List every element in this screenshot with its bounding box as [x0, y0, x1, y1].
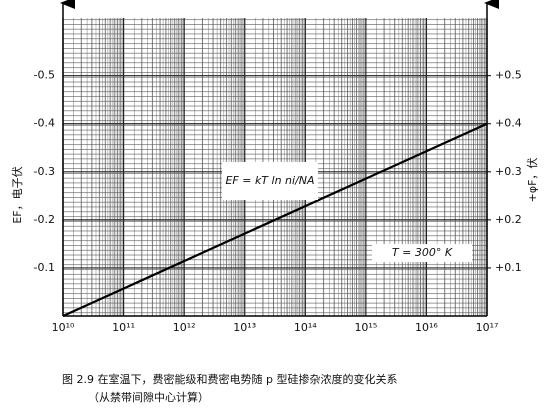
y-tick-label: -0.5	[34, 69, 55, 82]
y-axis-label: EF，电子伏	[10, 166, 24, 223]
caption: （从禁带间隙中心计算）	[88, 390, 209, 404]
y-tick-label: -0.4	[34, 117, 55, 130]
y-tick-label: -0.2	[34, 213, 55, 226]
annotation-box	[222, 162, 318, 200]
y-tick-label: -0.3	[34, 165, 55, 178]
x-tick-label: 10¹⁶	[415, 321, 438, 334]
data-line	[62, 122, 488, 318]
x-tick-label: 10¹¹	[112, 321, 135, 334]
caption: 图 2.9 在室温下，费密能级和费密电势随 p 型硅掺杂浓度的变化关系	[62, 372, 397, 386]
x-tick-label: 10¹⁵	[354, 321, 377, 334]
y2-tick-label: +0.2	[495, 213, 522, 226]
y-tick-label: -0.1	[34, 261, 55, 274]
x-tick-label: 10¹⁷	[476, 321, 499, 334]
y2-tick-label: +0.1	[495, 261, 522, 274]
y2-tick-label: +0.3	[495, 165, 522, 178]
annotation: T = 300° K	[392, 246, 453, 259]
y2-tick-label: +0.4	[495, 117, 522, 130]
y2-tick-label: +0.5	[495, 69, 522, 82]
annotation: EF = kT ln ni/NA	[225, 174, 314, 187]
y2-axis-label: +φF，伏	[525, 158, 539, 203]
x-tick-label: 10¹⁰	[52, 321, 75, 334]
x-tick-label: 10¹²	[173, 321, 196, 334]
x-tick-label: 10¹⁴	[294, 321, 317, 334]
annotation-box	[372, 244, 472, 262]
x-tick-label: 10¹³	[233, 321, 256, 334]
